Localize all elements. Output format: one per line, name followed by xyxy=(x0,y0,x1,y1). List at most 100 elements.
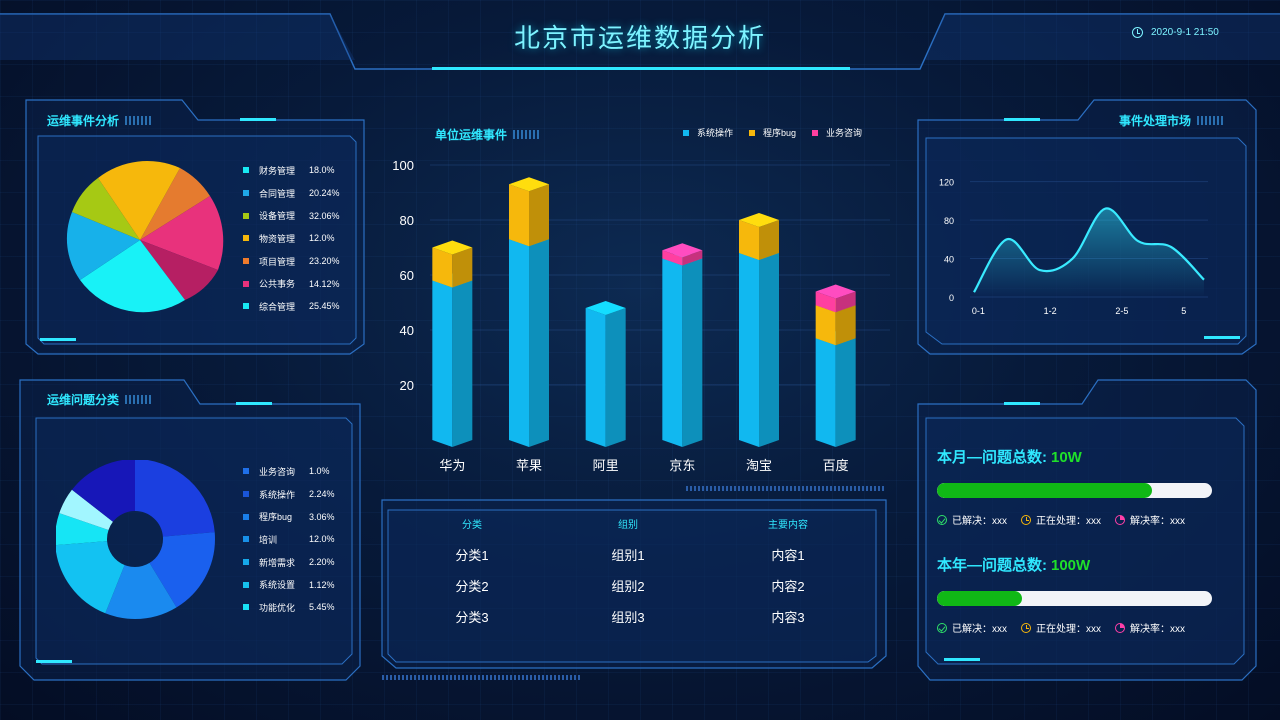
month-rate-text: 解决率：xxx xyxy=(1130,516,1185,527)
legend-swatch xyxy=(243,167,249,174)
x-category-label: 苹果 xyxy=(516,459,542,474)
legend-swatch xyxy=(243,258,249,265)
legend-label: 系统设置 xyxy=(259,580,296,591)
issues-legend: 业务咨询 1.0% 系统操作 2.24% 程序bug 3.06% 培训 12.0% 新增… xyxy=(243,460,349,619)
legend-label: 业务咨询 xyxy=(826,128,863,138)
bar-chart-legend: 系统操作 程序bug 业务咨询 xyxy=(683,126,862,139)
bar-segment[interactable] xyxy=(509,232,549,447)
table-panel-frame xyxy=(381,499,887,669)
legend-label: 新增需求 xyxy=(259,557,296,568)
title-ticks-decoration xyxy=(125,395,152,404)
legend-swatch xyxy=(243,513,249,520)
table-cell: 组别1 xyxy=(611,548,645,563)
bar-segment[interactable] xyxy=(815,284,856,313)
y-tick-label: 40 xyxy=(944,255,954,265)
bar-face-left xyxy=(585,308,606,447)
bar-segment[interactable] xyxy=(662,251,703,448)
bar-face-left xyxy=(662,258,683,447)
table-header-cell: 主要内容 xyxy=(768,520,808,531)
header: 北京市运维数据分析 2020-9-1 21:50 xyxy=(0,0,1280,72)
legend-value: 3.06% xyxy=(309,511,335,522)
table-row[interactable]: 分类3 组别3 内容3 xyxy=(388,602,876,633)
market-panel-title: 事件处理市场 xyxy=(1119,112,1224,129)
legend-item: 综合管理 25.45% xyxy=(243,295,349,318)
legend-value: 1.0% xyxy=(309,466,330,477)
year-resolved: 已解决：xxx xyxy=(937,620,1007,635)
month-processing-text: 正在处理：xxx xyxy=(1036,516,1101,527)
bar-chart-title: 单位运维事件 xyxy=(435,126,540,143)
legend-value: 14.12% xyxy=(309,278,340,289)
donut-segment-5 xyxy=(56,460,215,619)
bar-face-top xyxy=(815,284,856,299)
y-tick-label: 60 xyxy=(400,268,414,283)
y-tick-label: 20 xyxy=(400,378,414,393)
legend-swatch xyxy=(243,280,249,287)
bar-segment[interactable] xyxy=(815,331,856,447)
clock-icon xyxy=(1021,514,1031,525)
legend-swatch xyxy=(243,491,249,498)
table-cell: 内容2 xyxy=(771,579,805,594)
rose-slice-yellow xyxy=(98,161,180,240)
bar-face-right xyxy=(452,280,473,447)
bar-face-left xyxy=(739,220,759,260)
issues-donut-chart xyxy=(56,460,215,619)
clock-icon xyxy=(1132,27,1143,38)
bar-face-top xyxy=(662,243,703,258)
x-tick-label: 0-1 xyxy=(972,306,985,316)
bar-face-left xyxy=(432,247,453,288)
legend-label: 功能优化 xyxy=(259,602,296,613)
donut-segment-7 xyxy=(56,460,215,619)
table-header-cell: 分类 xyxy=(462,520,482,531)
year-total-title: 本年—问题总数: 100W xyxy=(937,554,1090,575)
bar-segment[interactable] xyxy=(739,213,779,260)
table-row[interactable]: 分类1 组别1 内容1 xyxy=(388,540,876,571)
year-resolved-text: 已解决：xxx xyxy=(952,624,1007,635)
legend-swatch xyxy=(243,468,249,475)
bar-face-right xyxy=(605,308,626,447)
legend-swatch xyxy=(243,559,249,566)
title-ticks-decoration xyxy=(513,130,540,139)
clock-icon xyxy=(1021,622,1031,633)
table-header: 分类 组别 主要内容 xyxy=(388,512,876,540)
bar-segment[interactable] xyxy=(432,240,473,288)
legend-swatch xyxy=(243,190,249,197)
legend-swatch xyxy=(243,235,249,242)
bar-face-left xyxy=(815,305,836,346)
month-progress-fill xyxy=(937,483,1152,498)
legend-value: 12.0% xyxy=(309,534,335,545)
bar-face-top xyxy=(432,240,473,255)
table-row[interactable]: 分类2 组别2 内容2 xyxy=(388,571,876,602)
check-circle-icon xyxy=(937,622,947,633)
bar-face-right xyxy=(759,220,779,260)
bar-face-right xyxy=(835,305,856,346)
month-progress-bar xyxy=(937,483,1212,498)
bar-segment[interactable] xyxy=(432,273,473,448)
rose-slice-orange xyxy=(140,168,210,240)
line-series[interactable] xyxy=(973,207,1205,293)
x-category-label: 淘宝 xyxy=(746,459,772,474)
title-ticks-decoration xyxy=(125,116,152,125)
bar-segment[interactable] xyxy=(509,177,549,247)
month-rate: 解决率：xxx xyxy=(1115,512,1185,527)
y-tick-label: 120 xyxy=(939,178,954,188)
bar-segment[interactable] xyxy=(739,246,779,447)
rose-slice-blue xyxy=(66,212,140,280)
bar-face-left xyxy=(815,291,836,313)
rose-slice-darkpink xyxy=(140,240,218,300)
bar-chart: 20 40 60 80 100 华为 苹果 阿里 京东 淘宝 百度 xyxy=(392,158,890,474)
legend-value: 2.24% xyxy=(309,489,335,500)
bar-segment[interactable] xyxy=(662,243,703,266)
bar-face-top xyxy=(739,213,779,227)
table-cell: 组别3 xyxy=(611,610,645,625)
data-table: 分类 组别 主要内容 分类1 组别1 内容1 分类2 组别2 内容2 分类3 组… xyxy=(388,512,876,633)
year-progress-fill xyxy=(937,591,1023,606)
bar-face-right xyxy=(682,258,703,447)
bar-chart-title-text: 单位运维事件 xyxy=(435,128,508,142)
x-tick-label: 2-5 xyxy=(1115,306,1128,316)
bar-face-left xyxy=(815,338,836,447)
y-tick-label: 0 xyxy=(949,293,954,303)
bar-segment[interactable] xyxy=(585,301,626,447)
decor-ticks xyxy=(382,675,582,680)
rose-slice-pink xyxy=(140,196,224,270)
events-legend: 财务管理 18.0% 合同管理 20.24% 设备管理 32.06% 物资管理 12.0… xyxy=(243,159,349,318)
